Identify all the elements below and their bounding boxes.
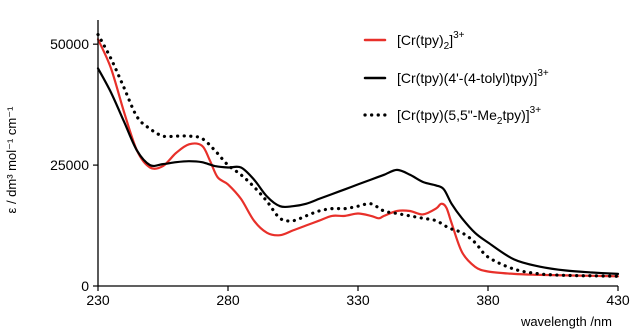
y-tick-label: 50000 (50, 36, 89, 52)
x-tick-label: 430 (606, 292, 630, 308)
x-tick-label: 280 (216, 292, 240, 308)
tick-labels: 230 280 330 380 430 0 25000 50000 (50, 36, 630, 308)
x-tick-label: 330 (346, 292, 370, 308)
legend-label-1: [Cr(tpy)2]3+ (397, 30, 465, 52)
legend: [Cr(tpy)2]3+ [Cr(tpy)(4'-(4-tolyl)tpy)]3+… (363, 30, 549, 127)
y-tick-label: 0 (81, 278, 89, 294)
series-lines (96, 32, 620, 278)
series-line-2 (96, 67, 620, 275)
series-line-1 (96, 38, 620, 278)
axes (93, 20, 619, 291)
x-tick-label: 230 (86, 292, 110, 308)
series-line-3 (96, 32, 620, 278)
y-axis-title: ε / dm³ mol⁻¹ cm⁻¹ (4, 106, 19, 214)
legend-label-2: [Cr(tpy)(4'-(4-tolyl)tpy)]3+ (397, 68, 549, 86)
x-tick-label: 380 (476, 292, 500, 308)
y-tick-label: 25000 (50, 157, 89, 173)
x-axis-title: wavelength /nm (520, 314, 612, 329)
legend-label-3: [Cr(tpy)(5,5"-Me2tpy)]3+ (397, 105, 541, 127)
